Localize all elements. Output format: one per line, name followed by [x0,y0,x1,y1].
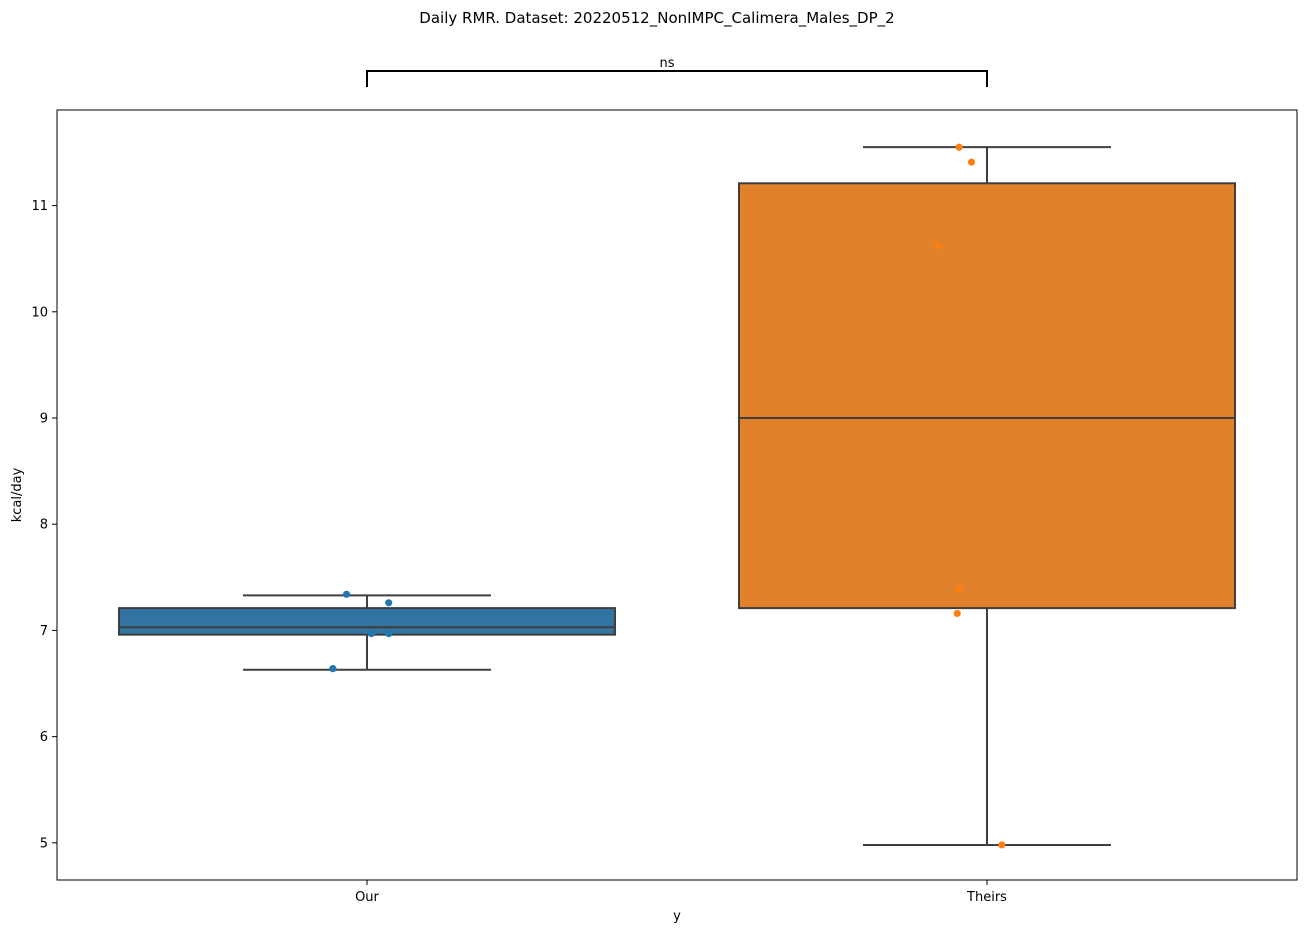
data-point [342,590,351,598]
data-point [385,630,393,638]
y-tick-label: 5 [40,836,48,851]
y-tick-label: 9 [40,412,48,427]
data-point [367,630,375,638]
significance-label: ns [659,56,674,71]
x-tick-label: Theirs [966,890,1007,905]
box-group-theirs [738,143,1236,849]
significance-annotation: ns [366,56,988,87]
data-point [385,599,393,607]
box-iqr [738,182,1236,610]
y-tick-label: 10 [31,305,48,320]
data-point [329,665,337,673]
y-tick-label: 6 [40,730,48,745]
y-tick-label: 11 [31,199,48,214]
chart-title: Daily RMR. Dataset: 20220512_NonIMPC_Cal… [419,9,894,28]
plot-area: Our Theirs 5 6 7 8 9 10 11 [31,109,1298,905]
data-point [955,143,963,151]
plot-frame [56,109,1298,881]
data-point [998,841,1006,849]
data-point [955,585,963,593]
box-iqr [118,607,616,636]
data-point [967,158,976,166]
significance-bracket [366,70,988,87]
box-group-our [118,590,616,673]
y-tick-label: 8 [40,518,48,533]
x-tick-label: Our [355,890,379,905]
y-tick-label: 7 [40,624,48,639]
y-axis-label: kcal/day [10,467,25,522]
x-axis-label: y [673,909,681,924]
data-point [953,609,961,618]
data-point [935,242,943,250]
